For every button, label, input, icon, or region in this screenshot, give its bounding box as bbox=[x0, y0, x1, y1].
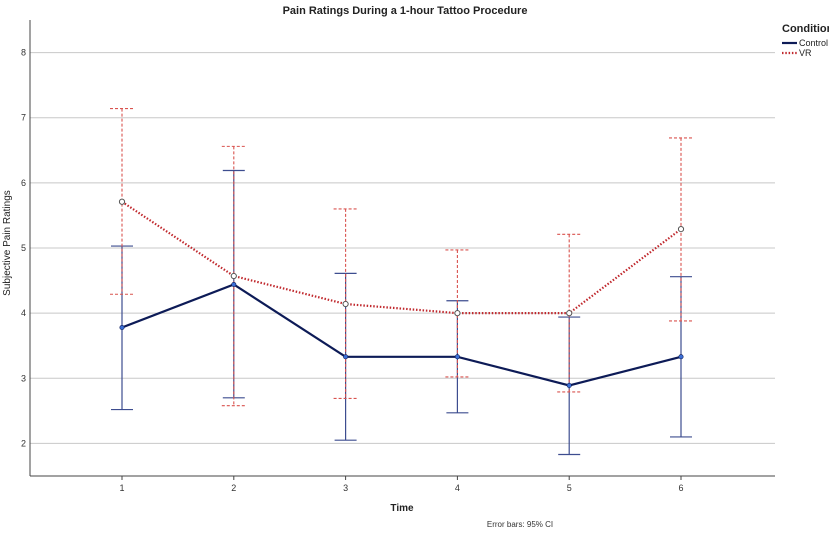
x-tick-label: 3 bbox=[343, 483, 348, 493]
vr-point bbox=[118, 198, 126, 205]
y-tick-label: 8 bbox=[21, 48, 26, 58]
vr-point bbox=[230, 272, 237, 280]
control-series-line bbox=[121, 283, 682, 387]
x-tick-label: 6 bbox=[678, 483, 683, 493]
gridlines bbox=[30, 52, 775, 444]
vr-point bbox=[454, 310, 461, 317]
chart-title: Pain Ratings During a 1-hour Tattoo Proc… bbox=[283, 5, 528, 17]
x-tick-label: 2 bbox=[231, 483, 236, 493]
y-tick-label: 6 bbox=[21, 178, 26, 188]
series-points bbox=[118, 198, 685, 388]
vr-legend-label: VR bbox=[799, 48, 812, 58]
control-point bbox=[119, 324, 125, 330]
control-point bbox=[231, 281, 237, 287]
y-tick-label: 4 bbox=[21, 308, 26, 318]
y-tick-label: 2 bbox=[21, 438, 26, 448]
vr-point bbox=[566, 310, 573, 317]
control-legend-label: Control bbox=[799, 38, 828, 48]
y-tick-label: 7 bbox=[21, 113, 26, 123]
error-bars-note: Error bars: 95% CI bbox=[487, 520, 553, 529]
x-axis-label: Time bbox=[390, 503, 414, 514]
x-tick-label: 5 bbox=[567, 483, 572, 493]
y-axis-label: Subjective Pain Ratings bbox=[2, 190, 13, 296]
x-tick-labels: 1 2 3 4 5 6 bbox=[119, 483, 683, 493]
legend-title: Condition bbox=[782, 23, 829, 35]
y-tick-label: 5 bbox=[21, 243, 26, 253]
x-tick-label: 4 bbox=[455, 483, 460, 493]
y-tick-label: 3 bbox=[21, 373, 26, 383]
control-point bbox=[678, 354, 684, 360]
error-bars bbox=[110, 108, 693, 456]
axes bbox=[29, 20, 775, 480]
vr-point bbox=[342, 300, 349, 308]
control-point bbox=[343, 354, 349, 360]
x-tick-label: 1 bbox=[119, 483, 124, 493]
vr-point bbox=[677, 226, 685, 233]
vr-series-line bbox=[121, 200, 682, 315]
control-point bbox=[454, 354, 460, 360]
control-point bbox=[566, 382, 572, 388]
y-tick-labels: 2 3 4 5 6 7 8 bbox=[21, 48, 26, 449]
series-lines bbox=[121, 200, 682, 387]
